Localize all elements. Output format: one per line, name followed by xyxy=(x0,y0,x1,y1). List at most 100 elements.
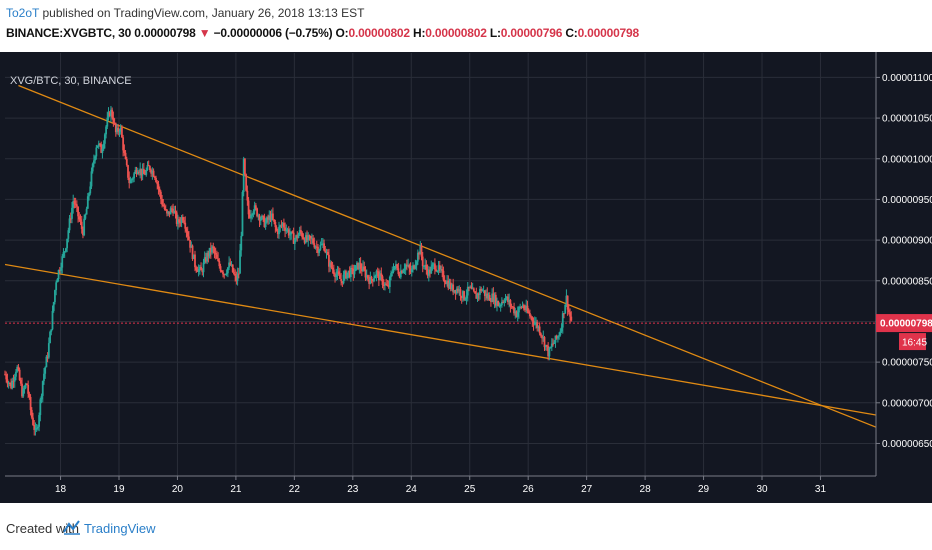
candle-body xyxy=(107,112,110,118)
ohlc-line: BINANCE:XVGBTC, 30 0.00000798 ▼ −0.00000… xyxy=(6,26,639,40)
author-link[interactable]: To2oT xyxy=(6,6,40,20)
candle-body xyxy=(496,300,498,306)
candle-body xyxy=(357,262,360,270)
candle-body xyxy=(379,273,381,281)
price-tick-label: 0.00001000 xyxy=(882,154,932,165)
candle-body xyxy=(106,117,109,127)
candle-body xyxy=(335,274,338,277)
candle-body xyxy=(112,117,115,123)
candle-body xyxy=(257,215,260,217)
candle-body xyxy=(246,190,249,201)
time-tick-label: 18 xyxy=(55,484,67,495)
candle-body xyxy=(162,204,165,207)
candle-body xyxy=(252,211,255,215)
candle-body xyxy=(380,273,383,277)
candle-body xyxy=(153,176,156,178)
candle-body xyxy=(408,265,411,269)
candle-body xyxy=(369,276,372,284)
candle-body xyxy=(558,335,561,337)
time-axis[interactable]: 18 19 20 21 22 23 24 25 26 27 28 29 30 31 xyxy=(0,475,932,503)
time-tick-label: 30 xyxy=(756,484,768,495)
candle-body xyxy=(483,290,486,296)
candle-body xyxy=(466,286,469,296)
candle-body xyxy=(101,149,104,153)
candle-body xyxy=(341,281,344,284)
candle-body xyxy=(433,263,436,270)
candle-body xyxy=(244,158,246,175)
candle-body xyxy=(330,262,333,268)
candle-body xyxy=(108,112,111,116)
candle-body xyxy=(570,316,573,321)
price-chart[interactable]: 0.00001100 0.00001050 0.00001000 0.00000950… xyxy=(0,52,932,503)
candle-body xyxy=(200,266,202,271)
candle-body xyxy=(465,295,468,299)
candle-body xyxy=(272,213,274,220)
footer: Created with TradingView xyxy=(0,503,932,550)
candle-body xyxy=(412,265,414,270)
candle-body xyxy=(157,184,160,189)
candle-body xyxy=(11,380,14,389)
candle-body xyxy=(388,276,391,287)
candle-body xyxy=(248,214,251,218)
candle-body xyxy=(91,163,94,172)
candle-body xyxy=(239,250,241,274)
candle-body xyxy=(407,265,410,267)
candle-body xyxy=(457,288,459,292)
candle-body xyxy=(36,426,39,429)
candle-body xyxy=(410,269,413,272)
candle-body xyxy=(416,252,419,262)
candle-body xyxy=(395,264,397,267)
candle-body xyxy=(113,122,116,124)
candle-body xyxy=(532,321,535,325)
symbol-label: XVG/BTC, 30, BINANCE xyxy=(10,75,132,87)
candle-body xyxy=(156,182,159,185)
publish-info: published on TradingView.com, January 26… xyxy=(39,6,365,20)
candle-body xyxy=(10,382,12,389)
candle-body xyxy=(303,238,306,243)
tradingview-logo-icon xyxy=(63,520,80,535)
candle-body xyxy=(477,293,480,295)
candle-body xyxy=(334,274,336,277)
candle-body xyxy=(64,248,67,252)
candle-body xyxy=(504,298,507,302)
candle-body xyxy=(187,236,190,241)
candle-body xyxy=(54,290,56,303)
candle-body xyxy=(426,269,429,276)
candle-body xyxy=(307,235,310,241)
candle-body xyxy=(347,270,350,273)
down-arrow-icon: ▼ xyxy=(198,26,211,40)
chart-panel[interactable]: 0.00001100 0.00001050 0.00001000 0.00000950… xyxy=(0,52,932,503)
candle-body xyxy=(67,230,70,239)
candle-body xyxy=(85,208,88,215)
trendlines[interactable] xyxy=(5,84,876,428)
candle-body xyxy=(547,346,550,357)
candle-body xyxy=(544,345,547,348)
candle-body xyxy=(526,305,529,312)
candle-body xyxy=(419,245,422,255)
candle-body xyxy=(387,285,390,287)
candle-body xyxy=(172,208,174,214)
candle-body xyxy=(216,254,218,259)
candle-body xyxy=(274,222,277,228)
candle-body xyxy=(254,205,257,209)
candle-body xyxy=(178,219,181,223)
trendline-lower xyxy=(5,263,876,416)
candle-body xyxy=(127,165,129,178)
candle-body xyxy=(235,275,238,281)
tradingview-brand-link[interactable]: TradingView xyxy=(84,521,156,536)
last-price-tag-label: 0.00000798 xyxy=(880,319,932,330)
price-axis[interactable]: 0.00001100 0.00001050 0.00001000 0.00000950… xyxy=(875,52,932,503)
candle-body xyxy=(337,271,340,275)
candle-body xyxy=(230,264,233,266)
candle-body xyxy=(174,210,177,213)
price-axis-background xyxy=(876,52,932,503)
candle-body xyxy=(99,143,101,145)
candle-body xyxy=(287,229,290,236)
candle-body xyxy=(332,269,335,275)
candle-body xyxy=(543,337,546,348)
candle-body xyxy=(469,286,472,289)
candle-body xyxy=(550,343,553,348)
candle-body xyxy=(492,293,495,303)
candle-body xyxy=(480,288,483,292)
candle-body xyxy=(138,171,140,173)
